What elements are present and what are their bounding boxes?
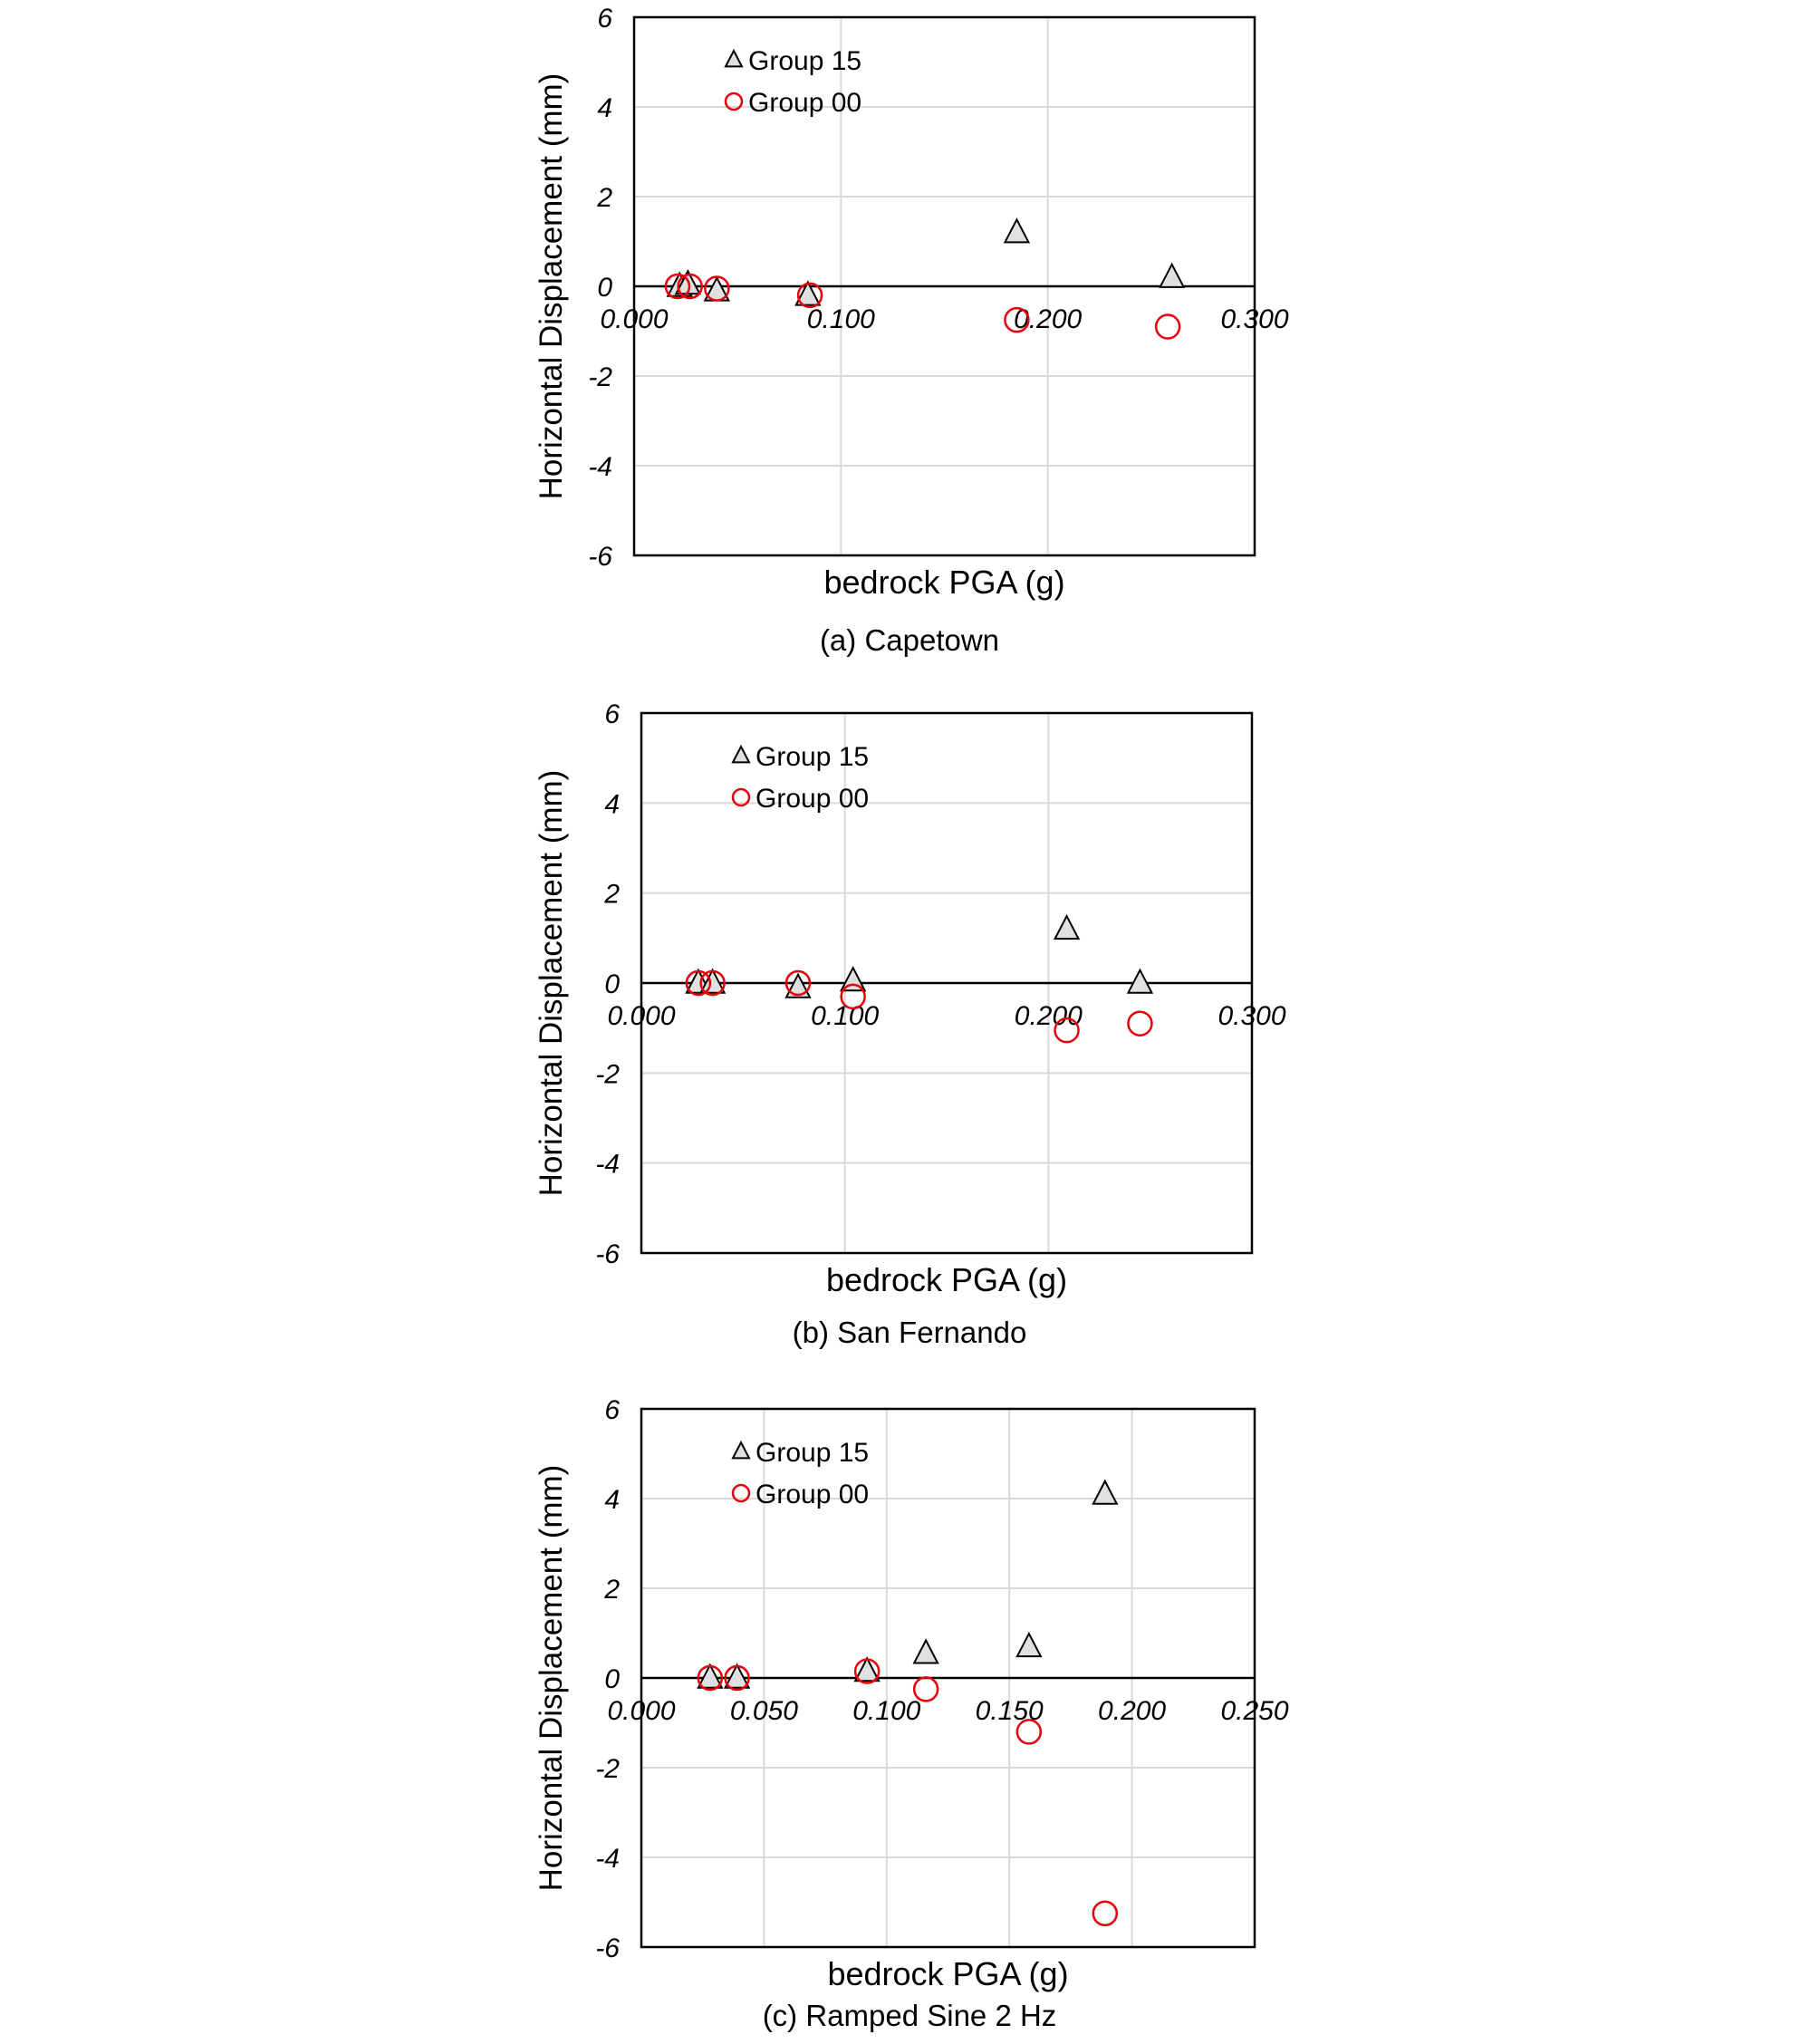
data-point-group00 (699, 969, 726, 997)
chart-c: 0.000 0.050 0.100 0.150 0.200 0.2506420-2-4-6… (534, 1395, 1289, 1992)
y-tick-label: -2 (595, 1754, 620, 1784)
data-point-group15 (784, 972, 812, 998)
y-tick-label: -4 (588, 452, 612, 482)
chart-caption: (a) Capetown (819, 623, 1000, 657)
y-tick-label: 2 (603, 880, 620, 910)
y-tick-label: -2 (595, 1059, 620, 1089)
y-tick-label: 0 (597, 273, 612, 303)
y-tick-label: -6 (595, 1933, 620, 1963)
y-tick-label: 0 (604, 969, 620, 999)
y-tick-label: 6 (604, 1395, 620, 1425)
data-point-group00 (685, 969, 712, 997)
chart-panel-c: 0.000 0.050 0.100 0.150 0.200 0.250 6 4 2 0 -2 -4 -6… (0, 1377, 1819, 2044)
data-point-group00 (697, 1664, 724, 1692)
y-tick-label: 2 (596, 183, 612, 213)
data-point-group00 (912, 1676, 939, 1702)
data-point-group00 (784, 969, 812, 997)
data-point-group00 (1127, 1010, 1153, 1036)
y-tick-label: -2 (588, 362, 612, 392)
data-point-group00 (1004, 306, 1030, 333)
data-point-group00 (724, 1664, 750, 1692)
data-point-group15 (1092, 1479, 1119, 1505)
y-tick-label: -6 (595, 1239, 620, 1269)
data-point-group00 (1054, 1017, 1080, 1044)
x-tick-label: 0.250 (1220, 1696, 1288, 1726)
y-tick-label: 6 (597, 4, 612, 34)
legend-label: Group 15 (756, 742, 869, 772)
data-point-group15 (723, 1663, 751, 1689)
x-axis-label: bedrock PGA (g) (826, 1261, 1067, 1298)
data-point-group15 (1053, 913, 1081, 940)
y-tick-label: 2 (603, 1575, 620, 1605)
data-point-group15 (1159, 262, 1186, 288)
legend-label: Group 00 (756, 1480, 869, 1509)
y-tick-label: 4 (604, 1485, 620, 1515)
chart-panel-b: 0.000 0.100 0.200 0.300 6 4 2 0 -2 -4 -6 bedrock PG… (0, 689, 1819, 1359)
legend-marker (731, 787, 751, 807)
x-tick-label: 0.200 (1098, 1696, 1166, 1726)
data-point-group15 (1003, 217, 1031, 244)
data-point-group15 (794, 280, 822, 306)
legend-label: Group 00 (748, 88, 861, 118)
data-point-group15 (697, 1663, 724, 1689)
y-tick-label: 0 (604, 1664, 620, 1694)
x-tick-label: 0.000 (607, 1696, 675, 1726)
data-point-group00 (677, 273, 703, 300)
data-point-group15 (1126, 968, 1154, 994)
x-axis-label: bedrock PGA (g) (823, 564, 1064, 601)
data-point-group00 (664, 273, 691, 300)
x-tick-label: 0.000 (600, 304, 668, 334)
x-tick-label: 0.200 (1015, 1001, 1083, 1031)
legend-label: Group 00 (756, 784, 869, 814)
data-point-group00 (853, 1658, 881, 1684)
y-axis-label: Horizontal Displacement (mm) (534, 770, 569, 1197)
y-axis-label: Horizontal Displacement (mm) (534, 73, 569, 500)
data-point-group15 (698, 968, 727, 994)
legend-marker (724, 48, 744, 68)
chart-caption: (c) Ramped Sine 2 Hz (762, 1999, 1057, 2032)
legend-label: Group 15 (756, 1438, 869, 1468)
y-axis-label: Horizontal Displacement (mm) (534, 1465, 569, 1892)
y-tick-label: 4 (604, 789, 620, 819)
y-tick-label: 6 (604, 699, 620, 729)
y-tick-label: -4 (595, 1844, 620, 1874)
x-tick-label: 0.050 (730, 1696, 798, 1726)
y-tick-label: 4 (597, 93, 612, 123)
data-point-group00 (796, 282, 823, 309)
data-point-group00 (1092, 1900, 1119, 1927)
x-tick-label: 0.300 (1217, 1001, 1285, 1031)
x-tick-label: 0.100 (852, 1696, 920, 1726)
y-tick-label: -4 (595, 1150, 620, 1180)
data-point-group15 (853, 1656, 881, 1682)
chart-caption: (b) San Fernando (792, 1316, 1027, 1349)
x-tick-label: 0.000 (607, 1001, 675, 1031)
legend-marker (731, 1440, 751, 1460)
data-point-group00 (1015, 1719, 1043, 1745)
data-point-group00 (840, 983, 866, 1010)
legend-marker (724, 92, 744, 111)
x-tick-label: 0.300 (1220, 304, 1288, 334)
y-tick-label: -6 (588, 542, 612, 572)
legend-marker (731, 1483, 751, 1503)
legend-marker (731, 744, 751, 764)
data-point-group15 (912, 1638, 939, 1664)
x-tick-label: 0.100 (807, 304, 875, 334)
data-point-group15 (1015, 1631, 1043, 1658)
legend-label: Group 15 (748, 46, 861, 76)
chart-panel-a: 0.000 0.100 0.200 0.300 6 4 2 0 -2 -4 -6 bedrock PG… (0, 0, 1819, 670)
x-axis-label: bedrock PGA (g) (827, 1955, 1068, 1992)
data-point-group00 (704, 275, 730, 302)
data-point-group15 (840, 966, 867, 992)
data-point-group00 (1154, 313, 1181, 340)
